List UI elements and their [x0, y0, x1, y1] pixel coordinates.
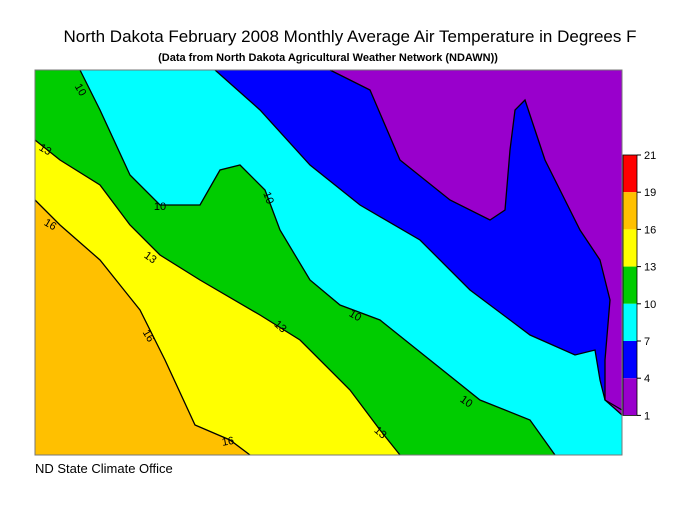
- contour-label: 13: [142, 249, 159, 266]
- contour-label: 13: [37, 142, 54, 159]
- contour-label: 16: [140, 328, 157, 345]
- contour-7: [214, 69, 623, 411]
- map-border: [34, 69, 623, 456]
- legend-swatch: [623, 303, 637, 341]
- legend-label: 10: [644, 299, 656, 311]
- legend-swatch: [623, 192, 637, 230]
- legend-swatch: [623, 229, 637, 267]
- legend-swatch: [623, 341, 637, 379]
- legend-swatch: [623, 155, 637, 193]
- band-4-7: [215, 70, 622, 410]
- subtitle: (Data from North Dakota Agricultural Wea…: [158, 52, 498, 64]
- legend: 21 19 16 13 10 7 4 1: [622, 150, 656, 422]
- contour-label: 16: [221, 435, 235, 449]
- band-1-4: [330, 70, 622, 415]
- temperature-map: [34, 69, 623, 456]
- legend-label: 7: [644, 336, 650, 348]
- legend-label: 1: [644, 410, 650, 422]
- legend-border: [622, 154, 638, 416]
- contour-label: 10: [347, 308, 364, 325]
- contour-label: 10: [458, 393, 475, 410]
- contour-4: [329, 69, 623, 416]
- legend-label: 13: [644, 262, 656, 274]
- contour-16: [34, 199, 251, 456]
- contour-10: [79, 69, 556, 456]
- contour-label: 10: [72, 82, 89, 99]
- footer: ND State Climate Office: [35, 461, 173, 476]
- legend-label: 4: [644, 373, 650, 385]
- contour-label: 10: [260, 190, 275, 206]
- legend-swatch: [623, 378, 637, 416]
- contour-13: [34, 139, 401, 456]
- contour-label: 16: [42, 217, 59, 234]
- legend-swatch: [623, 266, 637, 304]
- contour-label: 10: [154, 201, 166, 213]
- title: North Dakota February 2008 Monthly Avera…: [64, 27, 637, 46]
- legend-label: 16: [644, 224, 656, 236]
- legend-label: 21: [644, 150, 656, 162]
- legend-label: 19: [644, 187, 656, 199]
